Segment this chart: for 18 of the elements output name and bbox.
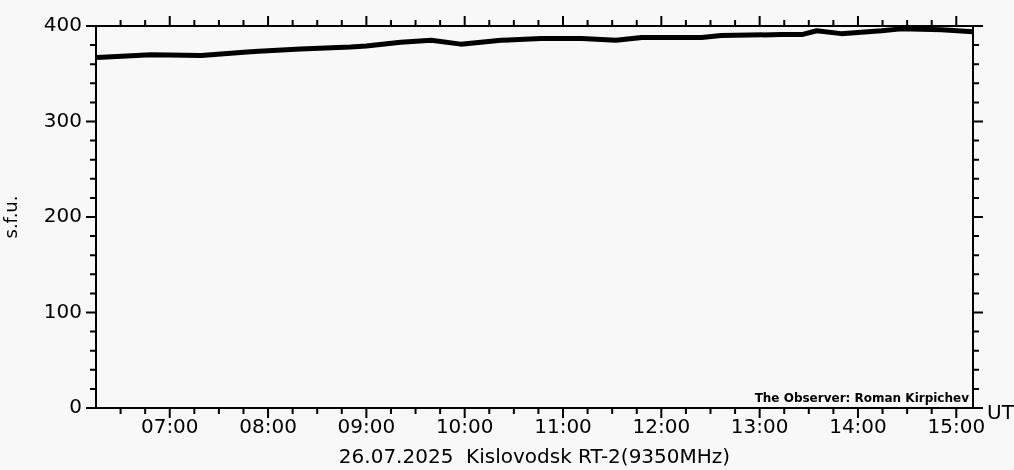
- x-tick-label: 13:00: [730, 414, 789, 439]
- y-axis-title: s.f.u.: [0, 195, 22, 239]
- y-tick-label: 200: [43, 203, 82, 228]
- y-tick-label: 0: [69, 394, 82, 419]
- x-tick-label: 11:00: [534, 414, 592, 439]
- x-tick-label: 10:00: [435, 414, 494, 439]
- y-tick-label: 400: [43, 12, 82, 37]
- x-tick-label: 07:00: [140, 414, 199, 439]
- y-tick-label: 100: [43, 298, 82, 323]
- x-tick-label: 12:00: [632, 414, 691, 439]
- x-tick-label: 14:00: [829, 414, 887, 439]
- x-tick-label: 08:00: [239, 414, 297, 439]
- text: UT: [987, 400, 1014, 425]
- annotation: The Observer: Roman Kirpichev: [754, 391, 970, 406]
- x-tick-label: 09:00: [337, 414, 396, 439]
- y-tick-label: 300: [43, 107, 82, 132]
- x-axis-title: 26.07.2025 Kislovodsk RT-2(9350MHz): [338, 444, 731, 469]
- x-tick-label: 15:00: [927, 414, 986, 439]
